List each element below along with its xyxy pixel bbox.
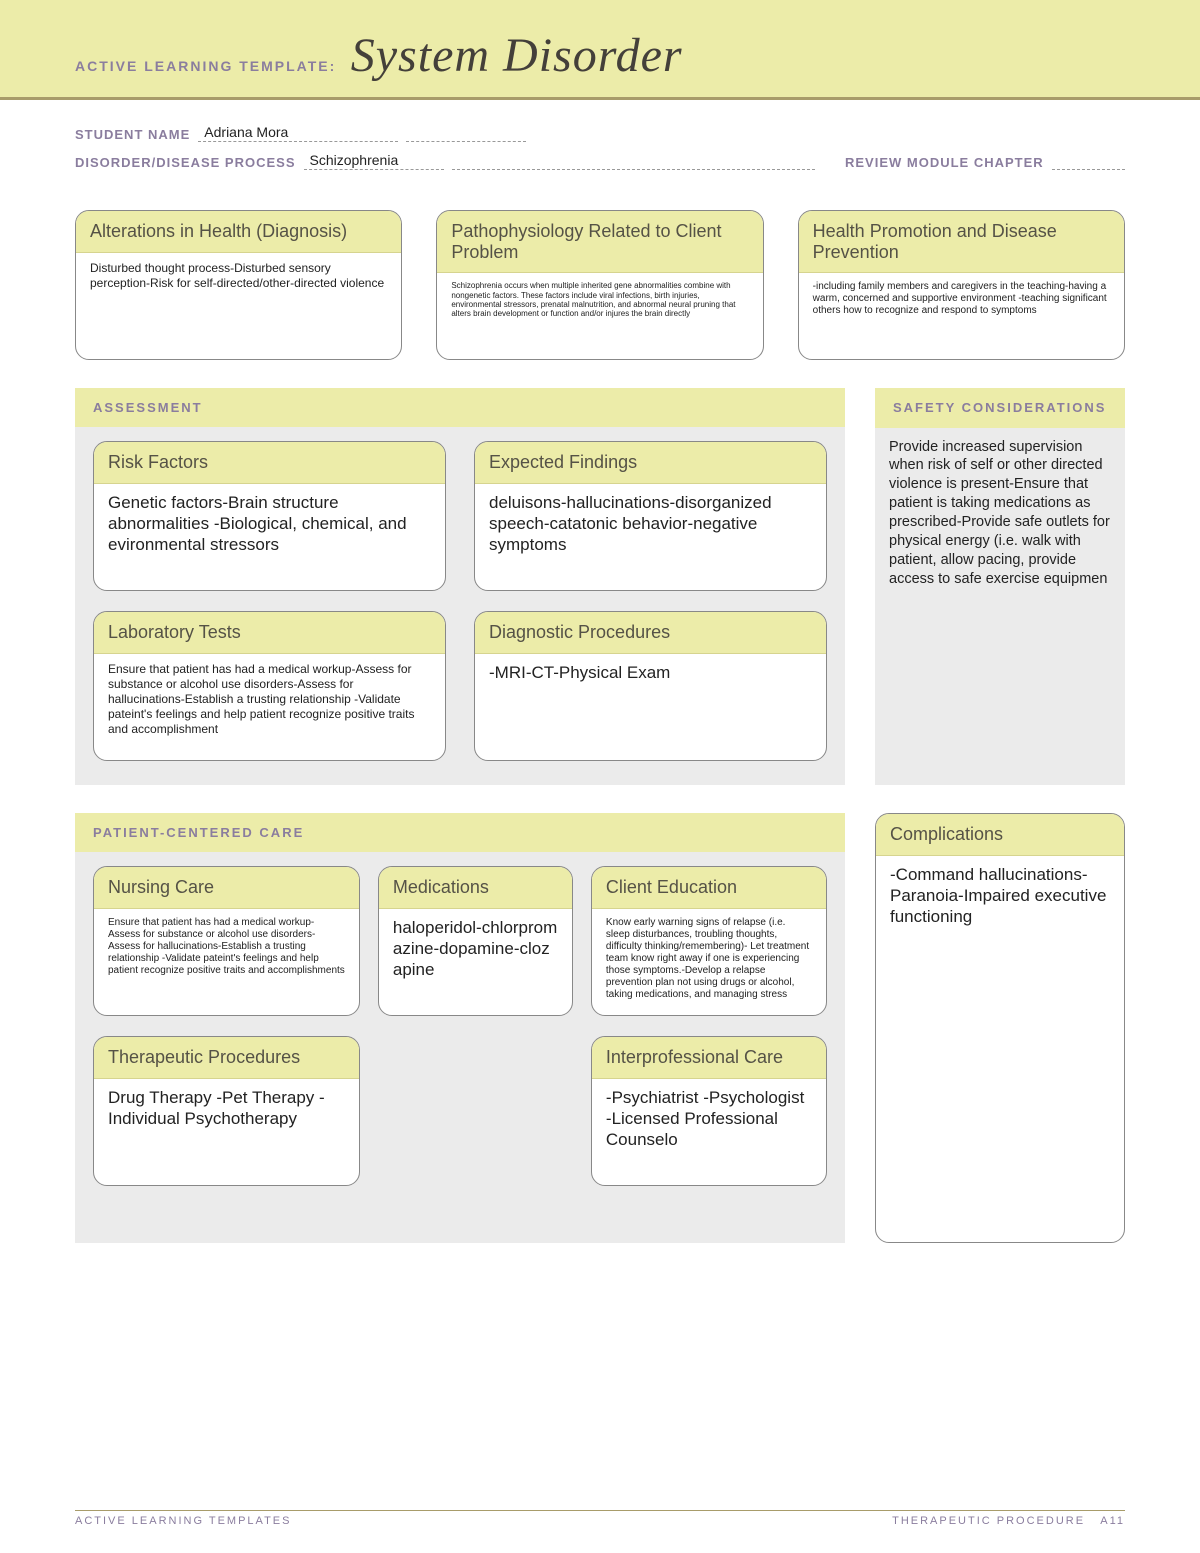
header-title: System Disorder (351, 28, 683, 83)
medications-title: Medications (379, 867, 572, 909)
top-row: Alterations in Health (Diagnosis) Distur… (75, 210, 1125, 360)
risk-factors-body: Genetic factors-Brain structure abnormal… (94, 484, 445, 590)
interprofessional-care-body: -Psychiatrist -Psychologist -Licensed Pr… (592, 1079, 826, 1185)
student-fields: STUDENT NAME Adriana Mora DISORDER/DISEA… (75, 124, 1125, 170)
assessment-section: ASSESSMENT Risk Factors Genetic factors-… (75, 388, 845, 785)
assessment-section-title: ASSESSMENT (75, 388, 845, 427)
health-promotion-card: Health Promotion and Disease Prevention … (798, 210, 1125, 360)
complications-title: Complications (876, 814, 1124, 856)
laboratory-tests-card: Laboratory Tests Ensure that patient has… (93, 611, 446, 761)
footer-right-label: THERAPEUTIC PROCEDURE (892, 1515, 1085, 1527)
client-education-body: Know early warning signs of relapse (i.e… (592, 909, 826, 1015)
laboratory-tests-title: Laboratory Tests (94, 612, 445, 654)
alterations-title: Alterations in Health (Diagnosis) (76, 211, 401, 253)
review-module-label: REVIEW MODULE CHAPTER (845, 155, 1044, 170)
expected-findings-title: Expected Findings (475, 442, 826, 484)
content-area: STUDENT NAME Adriana Mora DISORDER/DISEA… (0, 100, 1200, 1243)
nursing-care-card: Nursing Care Ensure that patient has had… (93, 866, 360, 1016)
medications-body: haloperidol-chlorpromazine-dopamine-cloz… (379, 909, 572, 1015)
therapeutic-procedures-title: Therapeutic Procedures (94, 1037, 359, 1079)
student-name-label: STUDENT NAME (75, 127, 190, 142)
pcc-complications-row: PATIENT-CENTERED CARE Nursing Care Ensur… (75, 813, 1125, 1243)
pcc-section: PATIENT-CENTERED CARE Nursing Care Ensur… (75, 813, 845, 1243)
expected-findings-card: Expected Findings deluisons-hallucinatio… (474, 441, 827, 591)
footer-right: THERAPEUTIC PROCEDURE A11 (892, 1515, 1125, 1527)
footer: ACTIVE LEARNING TEMPLATES THERAPEUTIC PR… (75, 1510, 1125, 1527)
interprofessional-care-card: Interprofessional Care -Psychiatrist -Ps… (591, 1036, 827, 1186)
student-name-row: STUDENT NAME Adriana Mora (75, 124, 1125, 142)
student-name-underline (406, 129, 526, 142)
pathophysiology-title: Pathophysiology Related to Client Proble… (437, 211, 762, 273)
client-education-card: Client Education Know early warning sign… (591, 866, 827, 1016)
alterations-card: Alterations in Health (Diagnosis) Distur… (75, 210, 402, 360)
health-promotion-title: Health Promotion and Disease Prevention (799, 211, 1124, 273)
pathophysiology-card: Pathophysiology Related to Client Proble… (436, 210, 763, 360)
health-promotion-body: -including family members and caregivers… (799, 273, 1124, 359)
pathophysiology-body: Schizophrenia occurs when multiple inher… (437, 273, 762, 359)
expected-findings-body: deluisons-hallucinations-disorganized sp… (475, 484, 826, 590)
assessment-safety-row: ASSESSMENT Risk Factors Genetic factors-… (75, 388, 1125, 785)
diagnostic-procedures-card: Diagnostic Procedures -MRI-CT-Physical E… (474, 611, 827, 761)
diagnostic-procedures-body: -MRI-CT-Physical Exam (475, 654, 826, 760)
medications-card: Medications haloperidol-chlorpromazine-d… (378, 866, 573, 1016)
disorder-underline (452, 157, 816, 170)
alterations-body: Disturbed thought process-Disturbed sens… (76, 253, 401, 359)
header-band: ACTIVE LEARNING TEMPLATE: System Disorde… (0, 0, 1200, 100)
laboratory-tests-body: Ensure that patient has had a medical wo… (94, 654, 445, 760)
safety-body: Provide increased supervision when risk … (875, 428, 1125, 599)
empty-cell (378, 1036, 573, 1186)
risk-factors-title: Risk Factors (94, 442, 445, 484)
disorder-value: Schizophrenia (304, 152, 444, 170)
safety-section-title: SAFETY CONSIDERATIONS (875, 388, 1125, 428)
diagnostic-procedures-title: Diagnostic Procedures (475, 612, 826, 654)
student-name-value: Adriana Mora (198, 124, 398, 142)
header-prefix: ACTIVE LEARNING TEMPLATE: (75, 58, 336, 74)
nursing-care-body: Ensure that patient has had a medical wo… (94, 909, 359, 1015)
page-root: ACTIVE LEARNING TEMPLATE: System Disorde… (0, 0, 1200, 1553)
complications-body: -Command hallucinations-Paranoia-Impaire… (876, 856, 1124, 1242)
safety-section: SAFETY CONSIDERATIONS Provide increased … (875, 388, 1125, 785)
review-module-underline (1052, 157, 1125, 170)
risk-factors-card: Risk Factors Genetic factors-Brain struc… (93, 441, 446, 591)
therapeutic-procedures-body: Drug Therapy -Pet Therapy -Individual Ps… (94, 1079, 359, 1185)
footer-left: ACTIVE LEARNING TEMPLATES (75, 1515, 291, 1527)
disorder-label: DISORDER/DISEASE PROCESS (75, 155, 296, 170)
interprofessional-care-title: Interprofessional Care (592, 1037, 826, 1079)
complications-card: Complications -Command hallucinations-Pa… (875, 813, 1125, 1243)
nursing-care-title: Nursing Care (94, 867, 359, 909)
therapeutic-procedures-card: Therapeutic Procedures Drug Therapy -Pet… (93, 1036, 360, 1186)
client-education-title: Client Education (592, 867, 826, 909)
footer-page-number: A11 (1100, 1515, 1125, 1527)
pcc-section-title: PATIENT-CENTERED CARE (75, 813, 845, 852)
